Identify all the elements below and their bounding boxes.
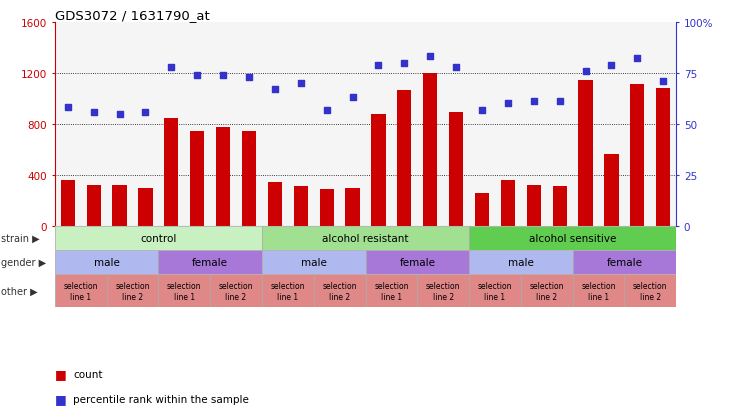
Bar xyxy=(449,113,463,226)
Bar xyxy=(572,275,624,308)
Text: selection
line 1: selection line 1 xyxy=(270,282,305,301)
Text: other ▶: other ▶ xyxy=(1,286,38,296)
Text: selection
line 2: selection line 2 xyxy=(322,282,357,301)
Bar xyxy=(371,115,385,226)
Point xyxy=(217,72,229,79)
Bar xyxy=(190,131,205,226)
Text: selection
line 2: selection line 2 xyxy=(633,282,667,301)
Point xyxy=(398,60,410,67)
Text: female: female xyxy=(607,258,643,268)
Bar xyxy=(553,187,567,226)
Point xyxy=(88,109,99,116)
Point xyxy=(657,78,669,85)
Point xyxy=(476,107,488,114)
Text: ■: ■ xyxy=(55,367,67,380)
Point xyxy=(269,87,281,93)
Text: strain ▶: strain ▶ xyxy=(1,233,40,243)
Text: selection
line 2: selection line 2 xyxy=(529,282,564,301)
Point xyxy=(632,56,643,63)
Text: selection
line 1: selection line 1 xyxy=(64,282,98,301)
Point xyxy=(425,54,436,61)
Bar xyxy=(578,81,593,226)
Text: percentile rank within the sample: percentile rank within the sample xyxy=(73,394,249,404)
Bar xyxy=(55,226,262,250)
Point xyxy=(62,105,74,112)
Bar xyxy=(366,275,417,308)
Point xyxy=(165,64,177,71)
Text: male: male xyxy=(94,258,120,268)
Bar xyxy=(164,119,178,226)
Bar xyxy=(61,180,75,226)
Point xyxy=(450,64,462,71)
Point xyxy=(140,109,151,116)
Bar xyxy=(346,189,360,226)
Text: selection
line 1: selection line 1 xyxy=(167,282,202,301)
Bar xyxy=(469,275,520,308)
Bar xyxy=(262,226,469,250)
Bar xyxy=(423,74,437,226)
Bar xyxy=(211,275,262,308)
Bar xyxy=(501,180,515,226)
Text: selection
line 2: selection line 2 xyxy=(219,282,254,301)
Bar xyxy=(216,128,230,226)
Bar xyxy=(572,250,676,275)
Bar xyxy=(469,226,676,250)
Bar xyxy=(656,89,670,226)
Bar xyxy=(55,275,107,308)
Bar xyxy=(624,275,676,308)
Text: female: female xyxy=(399,258,435,268)
Text: alcohol sensitive: alcohol sensitive xyxy=(529,233,616,243)
Bar xyxy=(366,250,469,275)
Point xyxy=(605,62,617,69)
Text: selection
line 2: selection line 2 xyxy=(115,282,150,301)
Point xyxy=(243,74,255,81)
Bar xyxy=(294,187,308,226)
Bar xyxy=(397,91,412,226)
Point xyxy=(114,111,126,118)
Text: selection
line 1: selection line 1 xyxy=(477,282,512,301)
Bar xyxy=(314,275,366,308)
Bar xyxy=(262,275,314,308)
Point xyxy=(528,99,539,105)
Point xyxy=(321,107,333,114)
Point xyxy=(295,81,306,87)
Text: male: male xyxy=(508,258,534,268)
Text: selection
line 1: selection line 1 xyxy=(374,282,409,301)
Bar xyxy=(138,188,153,226)
Text: male: male xyxy=(300,258,327,268)
Bar xyxy=(521,275,572,308)
Bar xyxy=(319,190,334,226)
Text: count: count xyxy=(73,369,102,379)
Bar xyxy=(107,275,159,308)
Point xyxy=(554,99,566,105)
Text: GDS3072 / 1631790_at: GDS3072 / 1631790_at xyxy=(55,9,210,21)
Text: ■: ■ xyxy=(55,392,67,405)
Bar xyxy=(242,131,256,226)
Bar xyxy=(475,194,489,226)
Bar xyxy=(417,275,469,308)
Bar xyxy=(268,183,282,226)
Point xyxy=(346,95,358,101)
Text: selection
line 2: selection line 2 xyxy=(426,282,461,301)
Bar xyxy=(605,154,618,226)
Text: alcohol resistant: alcohol resistant xyxy=(322,233,409,243)
Point xyxy=(580,68,591,75)
Bar xyxy=(159,250,262,275)
Bar xyxy=(86,185,101,226)
Bar xyxy=(55,250,159,275)
Bar xyxy=(526,185,541,226)
Bar xyxy=(630,84,645,226)
Text: selection
line 1: selection line 1 xyxy=(581,282,616,301)
Bar xyxy=(469,250,572,275)
Point xyxy=(502,101,514,107)
Text: female: female xyxy=(192,258,228,268)
Bar xyxy=(113,185,126,226)
Point xyxy=(373,62,385,69)
Text: gender ▶: gender ▶ xyxy=(1,258,47,268)
Point xyxy=(192,72,203,79)
Text: control: control xyxy=(140,233,177,243)
Bar xyxy=(159,275,211,308)
Bar xyxy=(262,250,366,275)
